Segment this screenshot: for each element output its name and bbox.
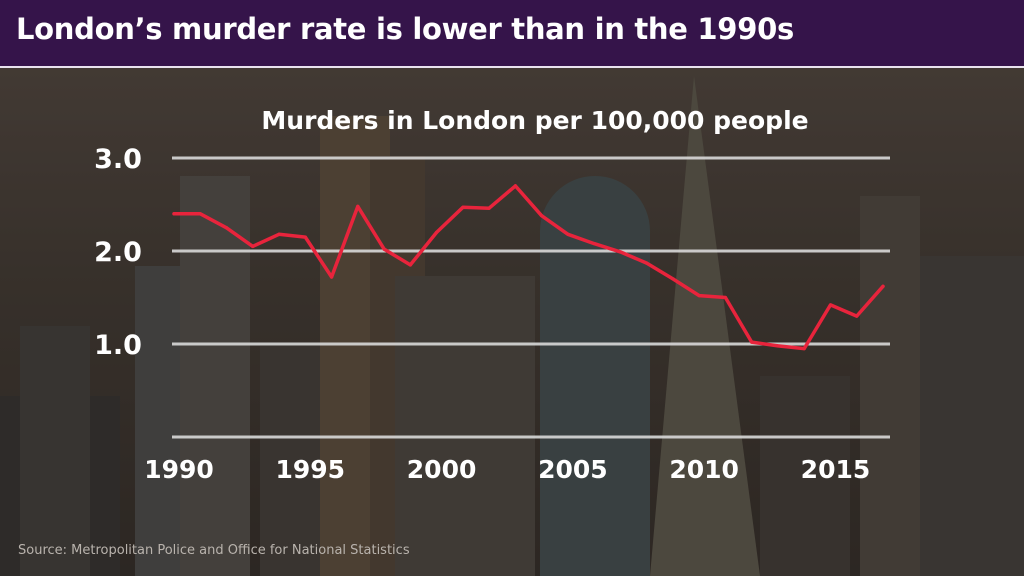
data-point [723, 295, 728, 300]
x-axis-labels: 1990 1995 2000 2005 2010 2015 [144, 455, 870, 484]
data-point [697, 294, 701, 298]
chart-title: Murders in London per 100,000 people [261, 106, 808, 135]
data-point [566, 232, 570, 236]
y-tick-label: 2.0 [94, 237, 142, 268]
data-point [487, 206, 491, 210]
data-point [540, 214, 544, 218]
data-point [776, 344, 780, 348]
x-tick-label: 2010 [669, 455, 739, 484]
data-point [828, 303, 833, 307]
series-line [172, 184, 885, 351]
y-tick-label: 1.0 [94, 330, 142, 361]
x-tick-label: 1995 [275, 455, 345, 484]
y-tick-label: 3.0 [94, 144, 142, 175]
data-point [750, 340, 754, 344]
data-point [802, 347, 806, 351]
source-note: Source: Metropolitan Police and Office f… [18, 543, 410, 558]
data-point [251, 244, 255, 248]
header-bar: London’s murder rate is lower than in th… [0, 0, 1024, 68]
data-point [277, 232, 281, 236]
x-tick-label: 1990 [144, 455, 214, 484]
data-point [198, 212, 202, 216]
x-tick-label: 2000 [407, 455, 477, 484]
data-point [592, 241, 596, 246]
data-point [303, 235, 307, 239]
gridlines [172, 156, 890, 439]
data-point [461, 205, 465, 209]
y-axis-labels: 3.0 2.0 1.0 [94, 144, 142, 361]
data-point [382, 247, 386, 251]
x-tick-label: 2015 [801, 455, 871, 484]
data-point [224, 226, 229, 230]
data-point [408, 263, 412, 267]
x-tick-label: 2005 [538, 455, 608, 484]
data-point [855, 314, 859, 318]
data-point [645, 261, 649, 265]
data-point [356, 204, 360, 208]
data-point [329, 275, 334, 279]
data-point [513, 184, 517, 188]
data-point [671, 277, 675, 281]
data-point [618, 250, 623, 254]
headline: London’s murder rate is lower than in th… [16, 12, 794, 46]
series-layer [172, 184, 885, 351]
data-point [434, 230, 439, 234]
data-point [172, 212, 176, 216]
data-point [881, 284, 885, 288]
